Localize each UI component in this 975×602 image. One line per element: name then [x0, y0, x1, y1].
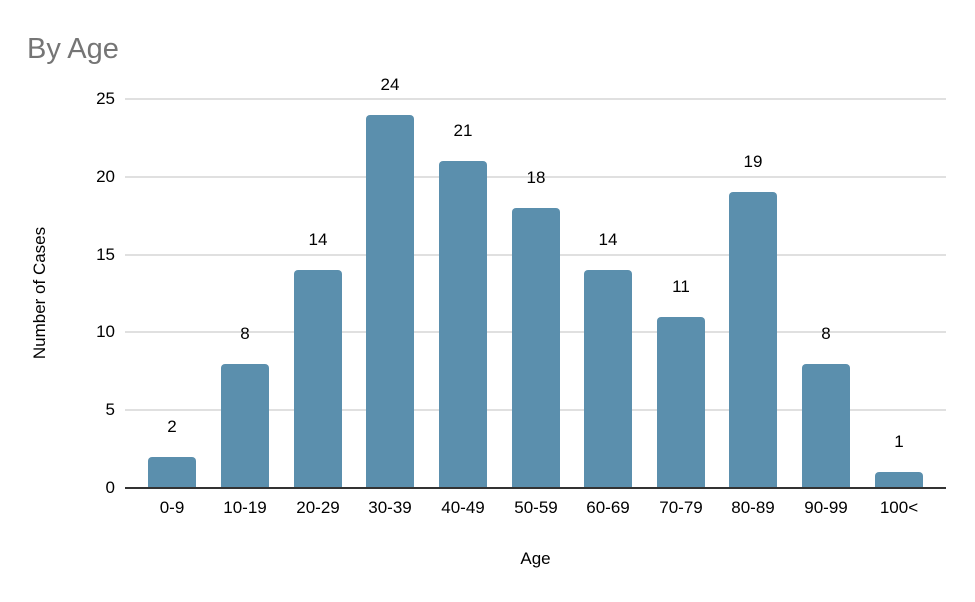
y-tick-label: 5: [105, 400, 115, 419]
bar: [148, 457, 196, 488]
x-tick-label: 90-99: [804, 498, 848, 517]
bar-value-label: 24: [380, 75, 400, 94]
bar-value-label: 8: [240, 324, 250, 343]
y-tick-label: 25: [96, 89, 115, 108]
x-tick-label: 70-79: [659, 498, 703, 517]
y-axis-title: Number of Cases: [30, 226, 49, 360]
x-tick-label: 60-69: [586, 498, 630, 517]
bar-value-label: 2: [167, 417, 177, 436]
bar-value-label: 11: [672, 277, 690, 296]
plot-area: 0 5 10 15 20 25 2 0-9 8 10-19 14 20-29 24 30-39 21 40-4…: [96, 75, 946, 517]
bar-value-label: 18: [526, 168, 546, 187]
x-tick-label: 20-29: [296, 498, 340, 517]
x-axis-line: [125, 487, 946, 489]
bar: [584, 270, 632, 488]
gridline: [125, 98, 946, 100]
y-tick-label: 10: [96, 322, 115, 341]
bar: [802, 364, 850, 488]
x-tick-label: 50-59: [514, 498, 558, 517]
bar-value-label: 19: [743, 152, 763, 171]
y-tick-label: 0: [105, 478, 115, 497]
x-tick-label: 80-89: [731, 498, 775, 517]
bar-value-label: 1: [894, 432, 904, 451]
bar: [729, 192, 777, 488]
y-tick-label: 15: [96, 245, 115, 264]
x-tick-label: 40-49: [441, 498, 485, 517]
chart-title: By Age: [27, 33, 119, 65]
x-tick-label: 100<: [879, 498, 919, 517]
x-tick-label: 0-9: [159, 498, 185, 517]
y-tick-label: 20: [96, 167, 115, 186]
x-tick-label: 10-19: [223, 498, 267, 517]
bar: [439, 161, 487, 488]
bar-value-label: 14: [598, 230, 618, 249]
bar: [366, 115, 414, 488]
bar-value-label: 14: [308, 230, 328, 249]
gridline: [125, 176, 946, 178]
bar: [221, 364, 269, 488]
x-axis-title: Age: [520, 549, 551, 568]
bar: [875, 472, 923, 488]
bar: [657, 317, 705, 488]
bar-value-label: 8: [821, 324, 831, 343]
bar-value-label: 21: [453, 121, 473, 140]
x-tick-label: 30-39: [368, 498, 412, 517]
bar: [294, 270, 342, 488]
bar: [512, 208, 560, 488]
